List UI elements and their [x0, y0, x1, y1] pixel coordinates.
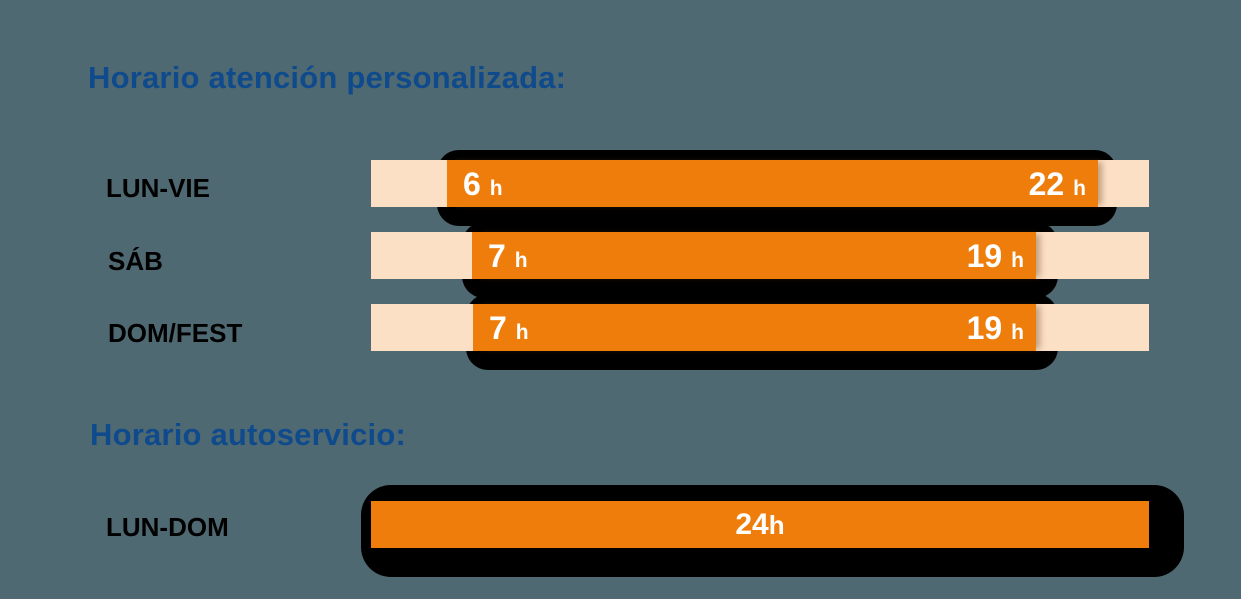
heading-autoservicio: Horario autoservicio: — [90, 417, 407, 452]
end-hour: 22 h — [1028, 166, 1086, 202]
end-hour: 19 h — [966, 238, 1024, 274]
day-label: SÁB — [108, 246, 163, 276]
hours-label: 24h — [735, 508, 785, 541]
day-label: LUN-VIE — [106, 173, 210, 203]
end-hour: 19 h — [966, 310, 1024, 346]
schedule-bar-24h: 24h — [371, 501, 1149, 548]
day-label: DOM/FEST — [108, 318, 243, 348]
day-label: LUN-DOM — [106, 512, 229, 542]
heading-atencion-personalizada: Horario atención personalizada: — [88, 60, 567, 95]
